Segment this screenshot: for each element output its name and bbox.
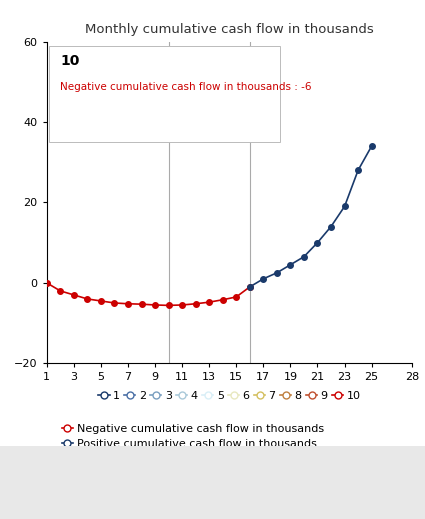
Text: Negative cumulative cash flow in thousands : -6: Negative cumulative cash flow in thousan… — [60, 82, 312, 92]
Title: Monthly cumulative cash flow in thousands: Monthly cumulative cash flow in thousand… — [85, 23, 374, 36]
Legend: Negative cumulative cash flow in thousands, Positive cumulative cash flow in tho: Negative cumulative cash flow in thousan… — [62, 424, 324, 449]
FancyBboxPatch shape — [49, 46, 280, 142]
Text: At the lowest point, you will have -5,608$ below your
initial balance. It will h: At the lowest point, you will have -5,60… — [17, 457, 351, 489]
Text: 10: 10 — [60, 53, 79, 67]
